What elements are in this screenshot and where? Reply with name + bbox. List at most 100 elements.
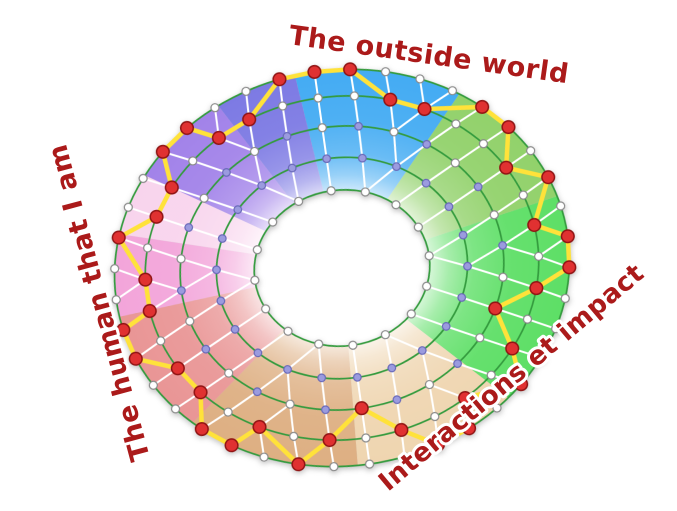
mesh-link [466,265,504,279]
node [463,261,472,271]
red-node [462,421,477,436]
red-node [394,422,409,438]
node [457,293,467,302]
node [424,379,435,390]
node [283,326,293,336]
mesh-link [493,194,525,216]
node [424,251,434,261]
node [492,403,502,413]
node [498,241,508,250]
mesh-link [421,349,431,386]
mesh-link [188,299,222,323]
mesh-link [187,226,224,240]
node [406,309,416,319]
node [176,254,186,264]
node [185,316,195,326]
node [313,93,323,103]
node [222,168,231,177]
red-node [562,260,577,275]
yellow-route [116,67,572,467]
mesh-link [227,351,259,375]
node [522,314,533,324]
red-node [417,102,432,117]
node [253,348,263,358]
mesh-link [159,320,191,342]
red-node [322,433,337,448]
node [176,286,186,295]
node [389,127,399,137]
node [422,281,432,291]
mesh-link [180,268,218,292]
mesh-link [456,362,493,377]
mesh-link [357,125,364,160]
node [489,210,499,220]
red-node [505,341,520,356]
red-node [272,72,287,87]
node [560,293,570,304]
node [241,86,251,96]
node [391,200,401,210]
node [156,336,166,346]
mesh-link [364,165,398,193]
node [392,395,402,405]
node [230,324,240,334]
mesh-link [221,237,259,251]
red-node [343,62,358,77]
node [450,158,460,168]
node [360,187,370,197]
mesh-link [191,159,228,174]
mesh-link [291,167,300,203]
red-node [128,351,143,366]
mesh-link [428,383,436,418]
node [357,153,367,163]
node [210,103,220,113]
node [138,173,148,184]
mesh-link [256,330,290,354]
mesh-link [395,143,428,168]
node [259,452,269,462]
node [380,330,390,340]
mesh-link [234,307,267,331]
mesh-link [320,376,327,411]
mesh-link [146,246,183,260]
red-node [383,92,398,107]
node [201,344,211,354]
node [321,405,330,415]
node [473,182,483,192]
red-node [291,457,306,472]
node [233,205,243,215]
mesh-link [281,105,289,138]
mesh-link [526,318,557,330]
mesh-link [317,97,324,129]
red-node [193,385,208,400]
mesh-link [454,142,485,164]
red-node [155,144,170,159]
node [441,321,451,331]
node [282,131,292,141]
mesh-link [394,182,428,206]
node [289,431,299,441]
node [317,373,327,383]
node [285,399,295,409]
node [252,245,262,255]
node [453,359,462,368]
node [283,365,292,374]
mesh-link [447,185,480,208]
mesh-link [361,157,367,193]
mesh-link [384,333,393,369]
red-node [111,230,126,245]
node [417,346,427,355]
node [217,234,227,243]
mesh-link [417,205,450,229]
node [170,404,181,414]
node [498,272,508,282]
node [148,380,158,390]
node [249,146,260,157]
mesh-link [289,403,295,438]
node [361,433,371,443]
mesh-link [353,94,360,128]
node [354,121,363,131]
mesh-link [225,171,263,187]
